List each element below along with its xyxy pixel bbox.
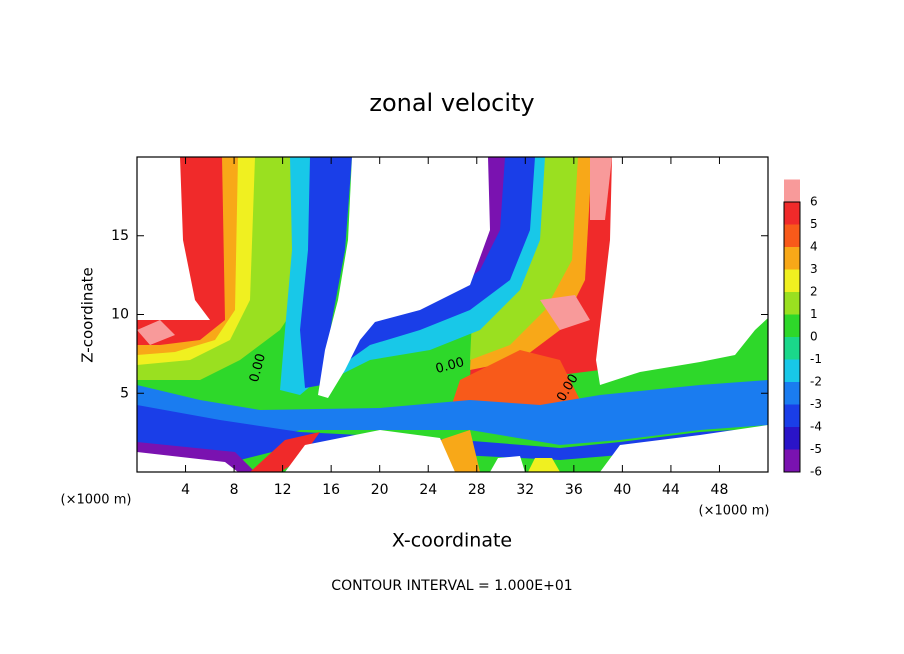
colorbar-cell (784, 202, 800, 225)
colorbar-cell (784, 359, 800, 382)
colorbar-label: -6 (810, 465, 822, 479)
x-tick-label: 4 (181, 482, 190, 498)
colorbar-label: 3 (810, 262, 818, 276)
x-tick-label: 24 (419, 482, 437, 498)
y-axis-label: Z-coordinate (79, 267, 97, 362)
colorbar-label: 5 (810, 217, 818, 231)
contour-field (137, 157, 768, 472)
x-tick-label: 44 (662, 482, 680, 498)
x-tick-label: 36 (565, 482, 583, 498)
colorbar-label: 6 (810, 195, 818, 209)
chart-title: zonal velocity (369, 89, 534, 117)
colorbar-label: -4 (810, 420, 822, 434)
contour-label: 0.00 (247, 352, 269, 384)
x-tick-label: 8 (230, 482, 239, 498)
colorbar-cell (784, 314, 800, 337)
colorbar-label: 0 (810, 330, 818, 344)
colorbar-label: -1 (810, 352, 822, 366)
colorbar-label: 4 (810, 240, 818, 254)
colorbar-cell (784, 449, 800, 472)
x-unit-label: (×1000 m) (699, 504, 770, 519)
x-tick-label: 28 (468, 482, 486, 498)
y-tick-label: 15 (111, 228, 129, 244)
colorbar-cell (784, 269, 800, 292)
x-tick-label: 32 (516, 482, 534, 498)
colorbar-label: 1 (810, 307, 818, 321)
colorbar-cell (784, 179, 800, 202)
x-unit-label: (×1000 m) (61, 493, 132, 508)
colorbar-cell (784, 337, 800, 360)
colorbar-cell (784, 224, 800, 247)
colorbar-cell (784, 247, 800, 270)
y-tick-label: 5 (120, 385, 129, 401)
x-tick-label: 16 (322, 482, 340, 498)
colorbar-cell (784, 382, 800, 405)
x-tick-label: 12 (274, 482, 292, 498)
colorbar-label: -3 (810, 397, 822, 411)
colorbar-label: 2 (810, 285, 818, 299)
y-tick-label: 10 (111, 307, 129, 323)
colorbar-label: -5 (810, 442, 822, 456)
x-axis-label: X-coordinate (392, 530, 512, 552)
colorbar-cell (784, 292, 800, 315)
x-tick-label: 48 (711, 482, 729, 498)
x-tick-label: 20 (371, 482, 389, 498)
colorbar-label: -2 (810, 375, 822, 389)
x-tick-label: 40 (613, 482, 631, 498)
contour-interval-note: CONTOUR INTERVAL = 1.000E+01 (331, 578, 572, 594)
colorbar-frame (783, 201, 801, 473)
colorbar-cell (784, 404, 800, 427)
contour-label: 0.00 (434, 355, 466, 377)
colorbar-cell (784, 427, 800, 450)
